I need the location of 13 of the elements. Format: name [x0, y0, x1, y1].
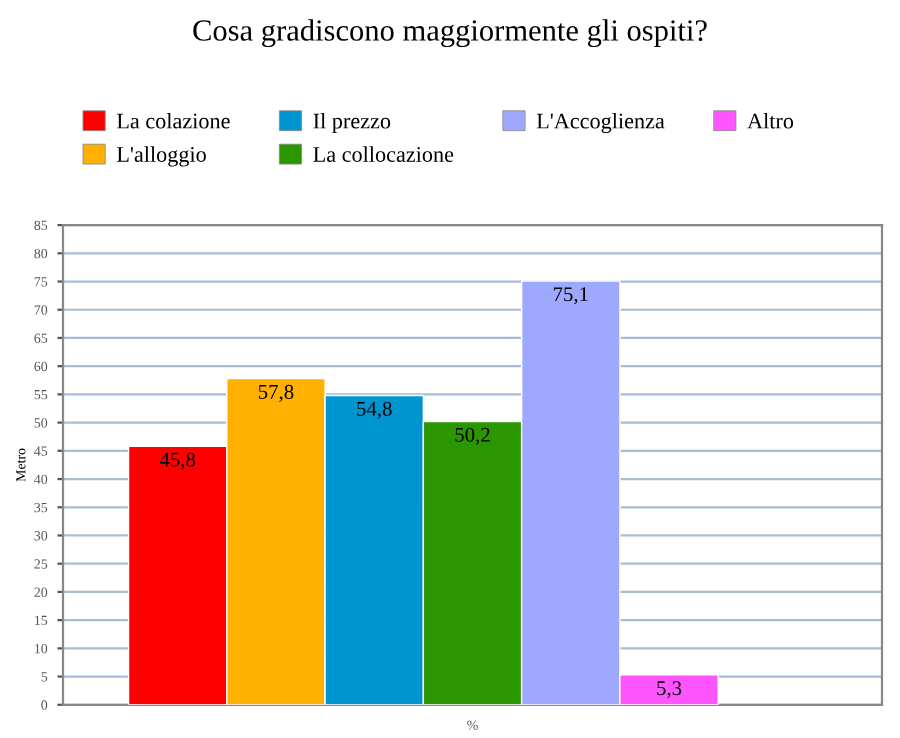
data-label: 75,1	[553, 287, 588, 305]
data-label: 45,8	[159, 452, 196, 470]
data-label: 57,8	[258, 384, 294, 402]
data-label: 50,2	[455, 427, 490, 445]
data-label: 5,3	[657, 681, 682, 699]
legend-label: La colazione	[116, 112, 230, 129]
chart-title: Cosa gradiscono maggiormente gli ospiti?	[193, 19, 707, 48]
data-label: 54,8	[357, 401, 392, 419]
legend-label: Il prezzo	[313, 112, 391, 134]
legend-label: Altro	[747, 112, 794, 129]
legend-label: L'Accoglienza	[536, 112, 665, 134]
legend-label: L'alloggio	[116, 146, 206, 167]
legend-label: La collocazione	[313, 146, 454, 162]
